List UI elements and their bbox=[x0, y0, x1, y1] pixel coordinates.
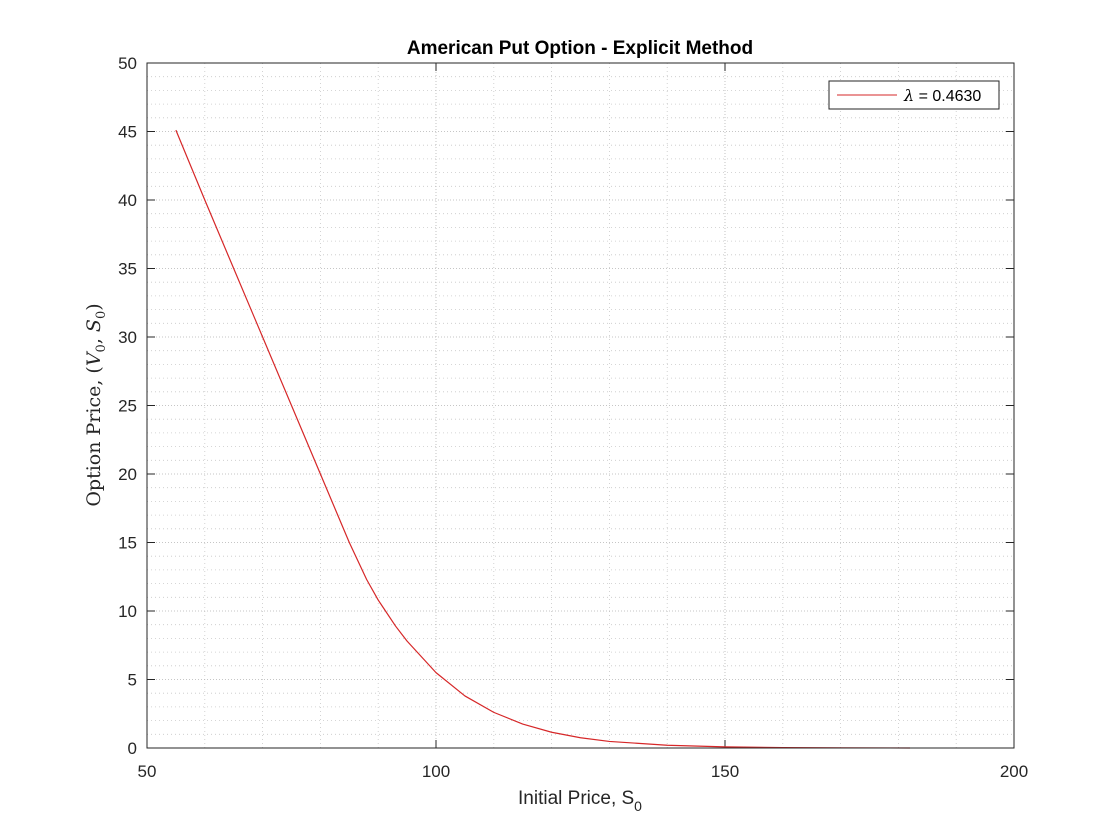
series-layer bbox=[175, 129, 910, 749]
legend: λ = 0.4630 bbox=[828, 80, 1000, 110]
y-tick-label: 30 bbox=[118, 328, 137, 347]
y-tick-label: 20 bbox=[118, 465, 137, 484]
minor-grid bbox=[147, 63, 1014, 748]
y-tick-label: 50 bbox=[118, 54, 137, 73]
x-tick-label: 150 bbox=[711, 762, 739, 781]
y-tick-label: 15 bbox=[118, 534, 137, 553]
legend-entry-label: λ = 0.4630 bbox=[903, 86, 981, 105]
x-tick-label: 100 bbox=[422, 762, 450, 781]
series-line bbox=[175, 129, 910, 749]
y-tick-label: 35 bbox=[118, 260, 137, 279]
y-tick-label: 10 bbox=[118, 602, 137, 621]
x-tick-label: 200 bbox=[1000, 762, 1028, 781]
y-tick-label: 40 bbox=[118, 191, 137, 210]
x-axis-label: Initial Price, S0 bbox=[518, 788, 642, 814]
chart-title: American Put Option - Explicit Method bbox=[407, 38, 753, 59]
tick-labels: 50 100 150 200 0 5 10 15 20 25 30 35 40 45 50 bbox=[118, 54, 1028, 781]
y-tick-label: 5 bbox=[128, 671, 137, 690]
y-tick-label: 45 bbox=[118, 123, 137, 142]
y-tick-label: 25 bbox=[118, 397, 137, 416]
y-tick-label: 0 bbox=[128, 739, 137, 758]
x-tick-label: 50 bbox=[138, 762, 157, 781]
y-axis-label: Option Price, (V0, S0) bbox=[83, 303, 109, 506]
plot-area bbox=[147, 63, 1014, 748]
plot-frame bbox=[146, 62, 1015, 749]
